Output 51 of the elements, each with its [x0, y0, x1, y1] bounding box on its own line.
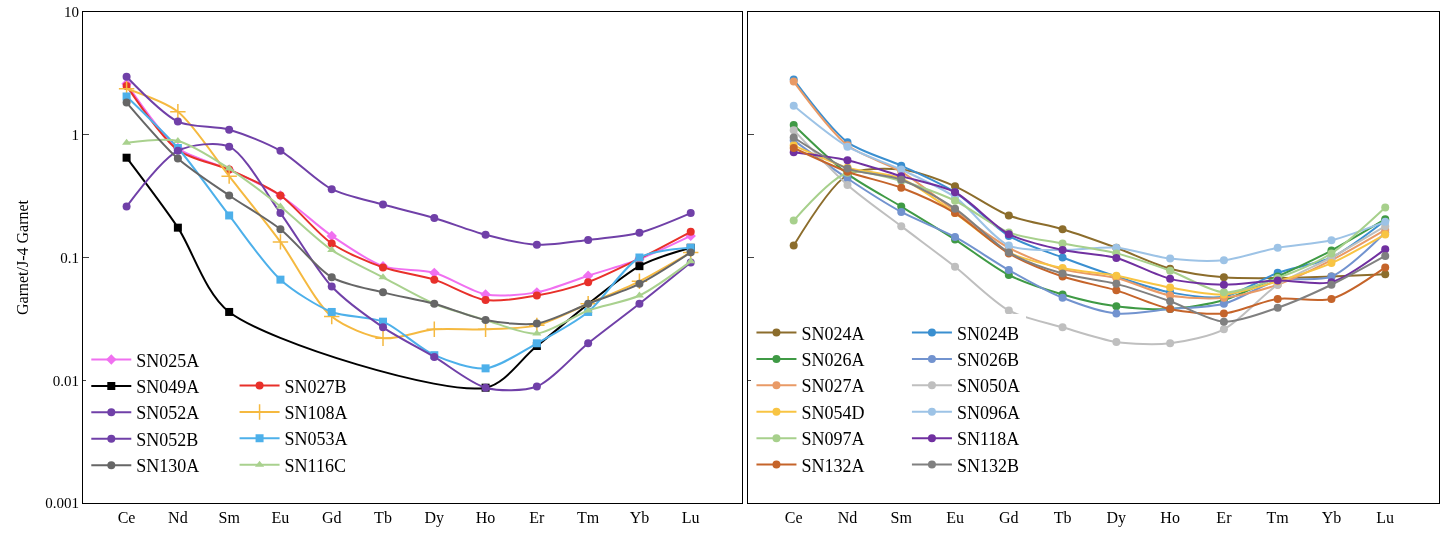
legend-label: SN108A	[284, 402, 348, 423]
x-tick-label: Er	[1216, 509, 1233, 527]
legend-label: SN027A	[801, 376, 865, 397]
x-tick-label: Dy	[1106, 509, 1127, 528]
legend-label: SN118A	[956, 429, 1020, 450]
x-tick-label: Ho	[1160, 509, 1180, 527]
x-tick-label: Ce	[117, 509, 136, 527]
legend-label: SN116C	[284, 455, 346, 476]
legend-label: SN054D	[801, 402, 865, 423]
legend-label: SN049A	[136, 376, 200, 397]
x-tick-label: Eu	[271, 509, 290, 527]
y-axis-title: Garnet/J-4 Garnet	[14, 199, 32, 316]
x-tick-label: Tm	[577, 509, 600, 527]
legend-label: SN026B	[956, 349, 1019, 370]
x-tick-label: Gd	[321, 509, 342, 527]
x-tick-label: Sm	[890, 509, 913, 527]
y-tick-label: 0.001	[45, 495, 79, 512]
x-tick-label: Nd	[837, 509, 858, 527]
legend-label: SN096A	[956, 402, 1020, 423]
legend-label: SN132B	[956, 455, 1019, 476]
legend-label: SN024A	[801, 323, 865, 344]
y-tick-label: 10	[64, 4, 79, 21]
x-tick-label: Eu	[946, 509, 964, 527]
x-tick-label: Lu	[681, 509, 700, 527]
legend-label: SN052A	[136, 403, 200, 424]
x-tick-label: Dy	[424, 509, 445, 528]
x-tick-label: Tm	[1266, 509, 1290, 527]
y-tick-label: 1	[71, 127, 79, 143]
x-tick-label: Nd	[168, 509, 188, 527]
legend-label: SN132A	[801, 455, 865, 476]
x-tick-label: Gd	[999, 509, 1019, 527]
legend-label: SN025A	[136, 350, 200, 371]
x-tick-label: Ho	[475, 509, 496, 527]
x-tick-label: Yb	[1321, 509, 1342, 527]
legend-label: SN027B	[284, 376, 347, 397]
x-tick-label: Er	[529, 509, 546, 527]
x-tick-label: Lu	[1376, 509, 1395, 527]
y-tick-label: 0.01	[52, 372, 79, 389]
x-tick-label: Tb	[1053, 509, 1072, 527]
x-tick-label: Sm	[218, 509, 241, 527]
legend-label: SN050A	[956, 376, 1020, 397]
y-tick-label: 0.1	[60, 249, 79, 266]
legend-label: SN130A	[136, 456, 200, 477]
x-tick-label: Tb	[374, 509, 392, 527]
x-tick-label: Ce	[784, 509, 803, 527]
legend-label: SN024B	[956, 323, 1019, 344]
legend-label: SN052B	[136, 429, 199, 450]
legend-label: SN026A	[801, 349, 865, 370]
x-tick-label: Yb	[629, 509, 650, 527]
legend-label: SN053A	[284, 429, 348, 450]
legend-label: SN097A	[801, 429, 865, 450]
